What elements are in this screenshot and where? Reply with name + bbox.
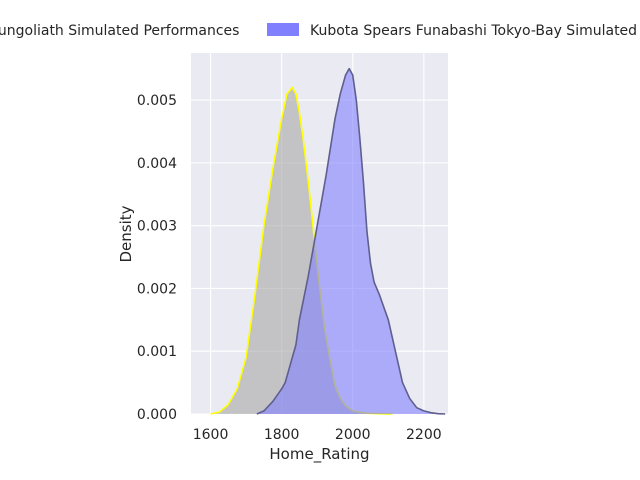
- y-tick-label: 0.005: [137, 93, 177, 109]
- y-tick-label: 0.003: [137, 219, 177, 235]
- x-tick-label: 2200: [406, 427, 442, 443]
- y-axis-label: Density: [117, 205, 135, 262]
- x-tick-label: 1600: [193, 427, 229, 443]
- x-axis-ticks: 1600 1800 2000 2200: [193, 427, 442, 443]
- series-1-area: [210, 87, 393, 414]
- density-areas: [210, 67, 446, 415]
- legend-label-series-2: Kubota Spears Funabashi Tokyo-Bay Simula…: [310, 23, 640, 39]
- y-axis-ticks: 0.000 0.001 0.002 0.003 0.004 0.005: [137, 93, 177, 423]
- y-tick-label: 0.001: [137, 344, 177, 360]
- y-tick-label: 0.004: [137, 156, 177, 172]
- legend: Sungoliath Simulated Performances Kubota…: [0, 23, 640, 39]
- x-tick-label: 2000: [335, 427, 371, 443]
- y-tick-label: 0.000: [137, 407, 177, 423]
- series-2-area: [256, 68, 446, 414]
- y-tick-label: 0.002: [137, 281, 177, 297]
- legend-label-series-1: Sungoliath Simulated Performances: [0, 23, 239, 39]
- x-axis-label: Home_Rating: [269, 445, 369, 464]
- x-tick-label: 1800: [264, 427, 300, 443]
- legend-swatch-series-2: [267, 23, 299, 36]
- series-2-line: [256, 67, 446, 415]
